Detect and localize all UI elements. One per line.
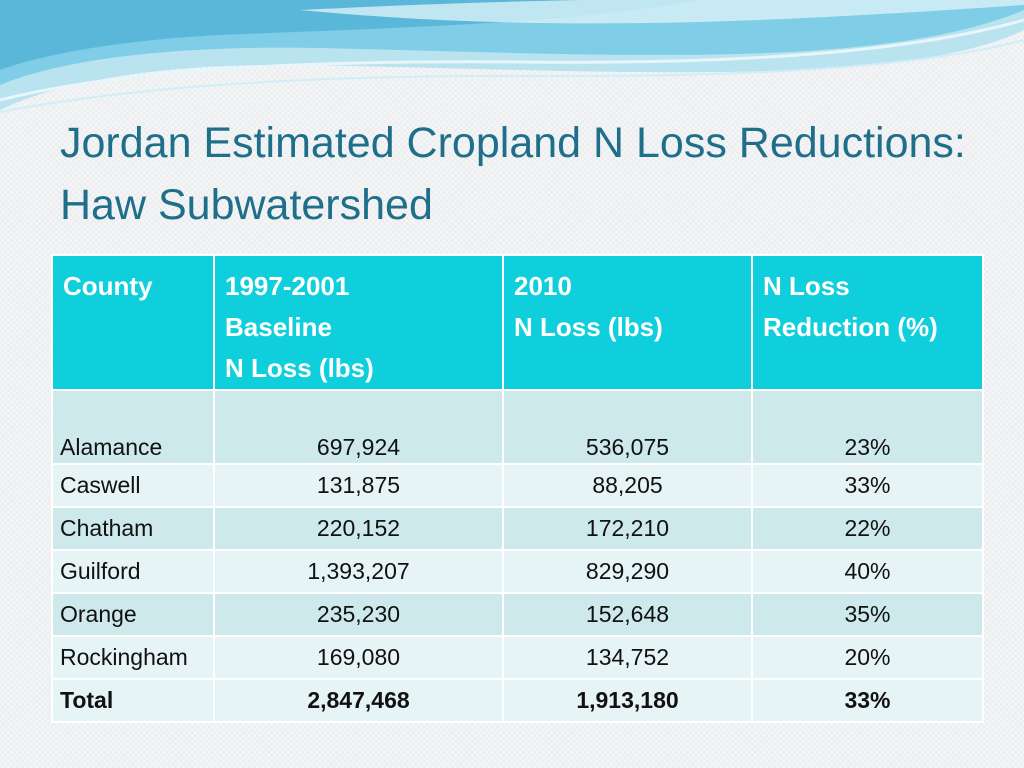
reduction-cell: 35% [751, 592, 984, 637]
baseline-cell: 1,393,207 [213, 549, 504, 594]
header-county-line: County [63, 271, 153, 301]
county-cell: Rockingham [51, 635, 215, 680]
n-loss-table: County 1997-2001 Baseline N Loss (lbs) 2… [51, 254, 984, 723]
header-reduction-line: Reduction (%) [763, 312, 938, 342]
baseline-cell: 220,152 [213, 506, 504, 551]
table-row: Alamance 697,924 536,075 23% [51, 389, 984, 465]
total-row: Total 2,847,468 1,913,180 33% [51, 678, 984, 723]
county-cell: Orange [51, 592, 215, 637]
county-cell: Alamance [51, 389, 215, 465]
table-header-row: County 1997-2001 Baseline N Loss (lbs) 2… [51, 254, 984, 391]
baseline-cell: 697,924 [213, 389, 504, 465]
reduction-cell: 20% [751, 635, 984, 680]
header-2010-line: N Loss (lbs) [514, 312, 663, 342]
total-label-cell: Total [51, 678, 215, 723]
slide-title: Jordan Estimated Cropland N Loss Reducti… [60, 112, 1010, 236]
county-cell: Chatham [51, 506, 215, 551]
baseline-cell: 169,080 [213, 635, 504, 680]
table-row: Guilford 1,393,207 829,290 40% [51, 549, 984, 594]
header-2010-line: 2010 [514, 271, 572, 301]
table-row: Chatham 220,152 172,210 22% [51, 506, 984, 551]
header-county: County [51, 254, 215, 391]
header-2010-n-loss: 2010 N Loss (lbs) [502, 254, 753, 391]
header-baseline-line: N Loss (lbs) [225, 353, 374, 383]
loss-2010-cell: 829,290 [502, 549, 753, 594]
total-reduction-cell: 33% [751, 678, 984, 723]
reduction-cell: 22% [751, 506, 984, 551]
baseline-cell: 131,875 [213, 463, 504, 508]
header-reduction-line: N Loss [763, 271, 850, 301]
header-wave-decoration [0, 0, 1024, 113]
total-loss-2010-cell: 1,913,180 [502, 678, 753, 723]
table-row: Caswell 131,875 88,205 33% [51, 463, 984, 508]
baseline-cell: 235,230 [213, 592, 504, 637]
table-row: Rockingham 169,080 134,752 20% [51, 635, 984, 680]
total-baseline-cell: 2,847,468 [213, 678, 504, 723]
table-row: Orange 235,230 152,648 35% [51, 592, 984, 637]
county-cell: Guilford [51, 549, 215, 594]
header-baseline-line: 1997-2001 [225, 271, 350, 301]
reduction-cell: 23% [751, 389, 984, 465]
loss-2010-cell: 88,205 [502, 463, 753, 508]
loss-2010-cell: 536,075 [502, 389, 753, 465]
county-cell: Caswell [51, 463, 215, 508]
header-baseline-n-loss: 1997-2001 Baseline N Loss (lbs) [213, 254, 504, 391]
slide-title-line-2: Haw Subwatershed [60, 181, 433, 229]
loss-2010-cell: 134,752 [502, 635, 753, 680]
reduction-cell: 40% [751, 549, 984, 594]
header-reduction-percent: N Loss Reduction (%) [751, 254, 984, 391]
header-baseline-line: Baseline [225, 312, 332, 342]
reduction-cell: 33% [751, 463, 984, 508]
loss-2010-cell: 172,210 [502, 506, 753, 551]
slide-title-line-1: Jordan Estimated Cropland N Loss Reducti… [60, 119, 966, 167]
loss-2010-cell: 152,648 [502, 592, 753, 637]
